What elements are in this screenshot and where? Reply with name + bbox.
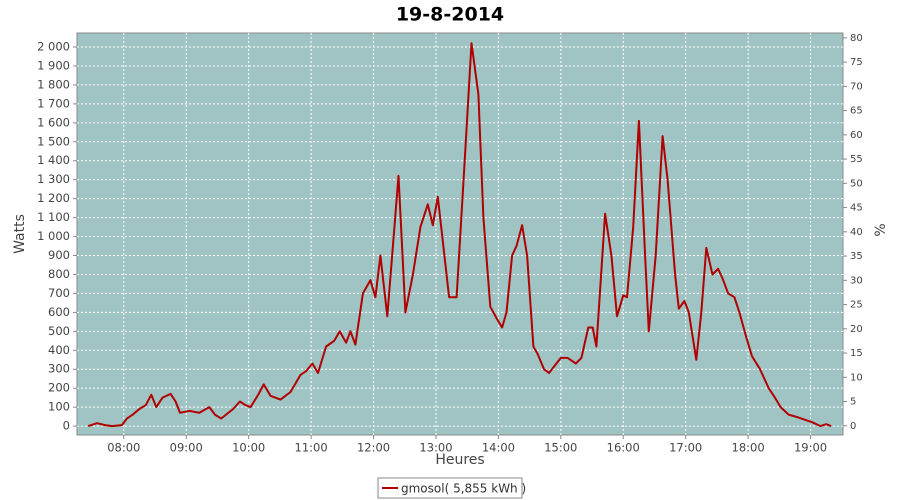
y2-tick-label: 35: [850, 251, 863, 262]
x-tick-label: 11:00: [295, 441, 328, 455]
y-tick-label: 200: [48, 381, 70, 395]
y-tick-label: 0: [63, 419, 70, 433]
y-tick-label: 1 900: [37, 58, 70, 72]
y-axis-title: Watts: [12, 214, 28, 254]
y2-tick-label: 20: [850, 324, 863, 335]
y-tick-label: 500: [48, 324, 70, 338]
y2-tick-label: 15: [850, 348, 863, 359]
x-tick-label: 15:00: [544, 441, 577, 455]
legend-label: gmosol( 5,855 kWh ): [401, 482, 526, 496]
y2-tick-label: 55: [850, 154, 863, 165]
y-tick-label: 900: [48, 248, 70, 262]
y-tick-label: 1 000: [37, 229, 70, 243]
x-axis-title: Heures: [435, 452, 484, 468]
y-tick-label: 300: [48, 362, 70, 376]
x-tick-label: 08:00: [107, 441, 140, 455]
y-tick-label: 1 500: [37, 134, 70, 148]
y-tick-label: 1 800: [37, 77, 70, 91]
y-tick-label: 1 100: [37, 210, 70, 224]
chart-title: 19-8-2014: [396, 4, 504, 26]
y2-tick-label: 10: [850, 372, 863, 383]
y2-tick-label: 60: [850, 130, 863, 141]
y-tick-label: 2 000: [37, 40, 70, 54]
x-tick-label: 18:00: [732, 441, 765, 455]
legend-box: [377, 477, 523, 499]
x-tick-label: 17:00: [669, 441, 702, 455]
y2-tick-label: 45: [850, 203, 863, 214]
y-tick-label: 400: [48, 343, 70, 357]
data-line: [87, 42, 832, 428]
x-tick-label: 12:00: [357, 441, 390, 455]
x-tick-label: 10:00: [232, 441, 265, 455]
x-tick-label: 14:00: [482, 441, 515, 455]
x-tick-label: 19:00: [794, 441, 827, 455]
y-tick-label: 1 400: [37, 153, 70, 167]
y-tick-label: 1 200: [37, 191, 70, 205]
y2-tick-label: 80: [850, 33, 863, 44]
y2-tick-label: 40: [850, 227, 863, 238]
y2-axis-title: %: [873, 223, 889, 236]
y-tick-label: 1 600: [37, 115, 70, 129]
y2-tick-label: 75: [850, 57, 863, 68]
y-tick-label: 700: [48, 286, 70, 300]
y2-tick-label: 0: [850, 421, 856, 432]
x-tick-label: 09:00: [170, 441, 203, 455]
x-tick-label: 13:00: [419, 441, 452, 455]
x-tick-label: 16:00: [607, 441, 640, 455]
y2-tick-label: 70: [850, 81, 863, 92]
y2-tick-label: 5: [850, 397, 856, 408]
y2-tick-label: 25: [850, 300, 863, 311]
y-tick-label: 100: [48, 400, 70, 414]
y-tick-label: 600: [48, 305, 70, 319]
y2-tick-label: 30: [850, 275, 863, 286]
y-tick-label: 800: [48, 267, 70, 281]
y-tick-label: 1 300: [37, 172, 70, 186]
y2-tick-label: 65: [850, 106, 863, 117]
y2-tick-label: 50: [850, 178, 863, 189]
y-tick-label: 1 700: [37, 96, 70, 110]
